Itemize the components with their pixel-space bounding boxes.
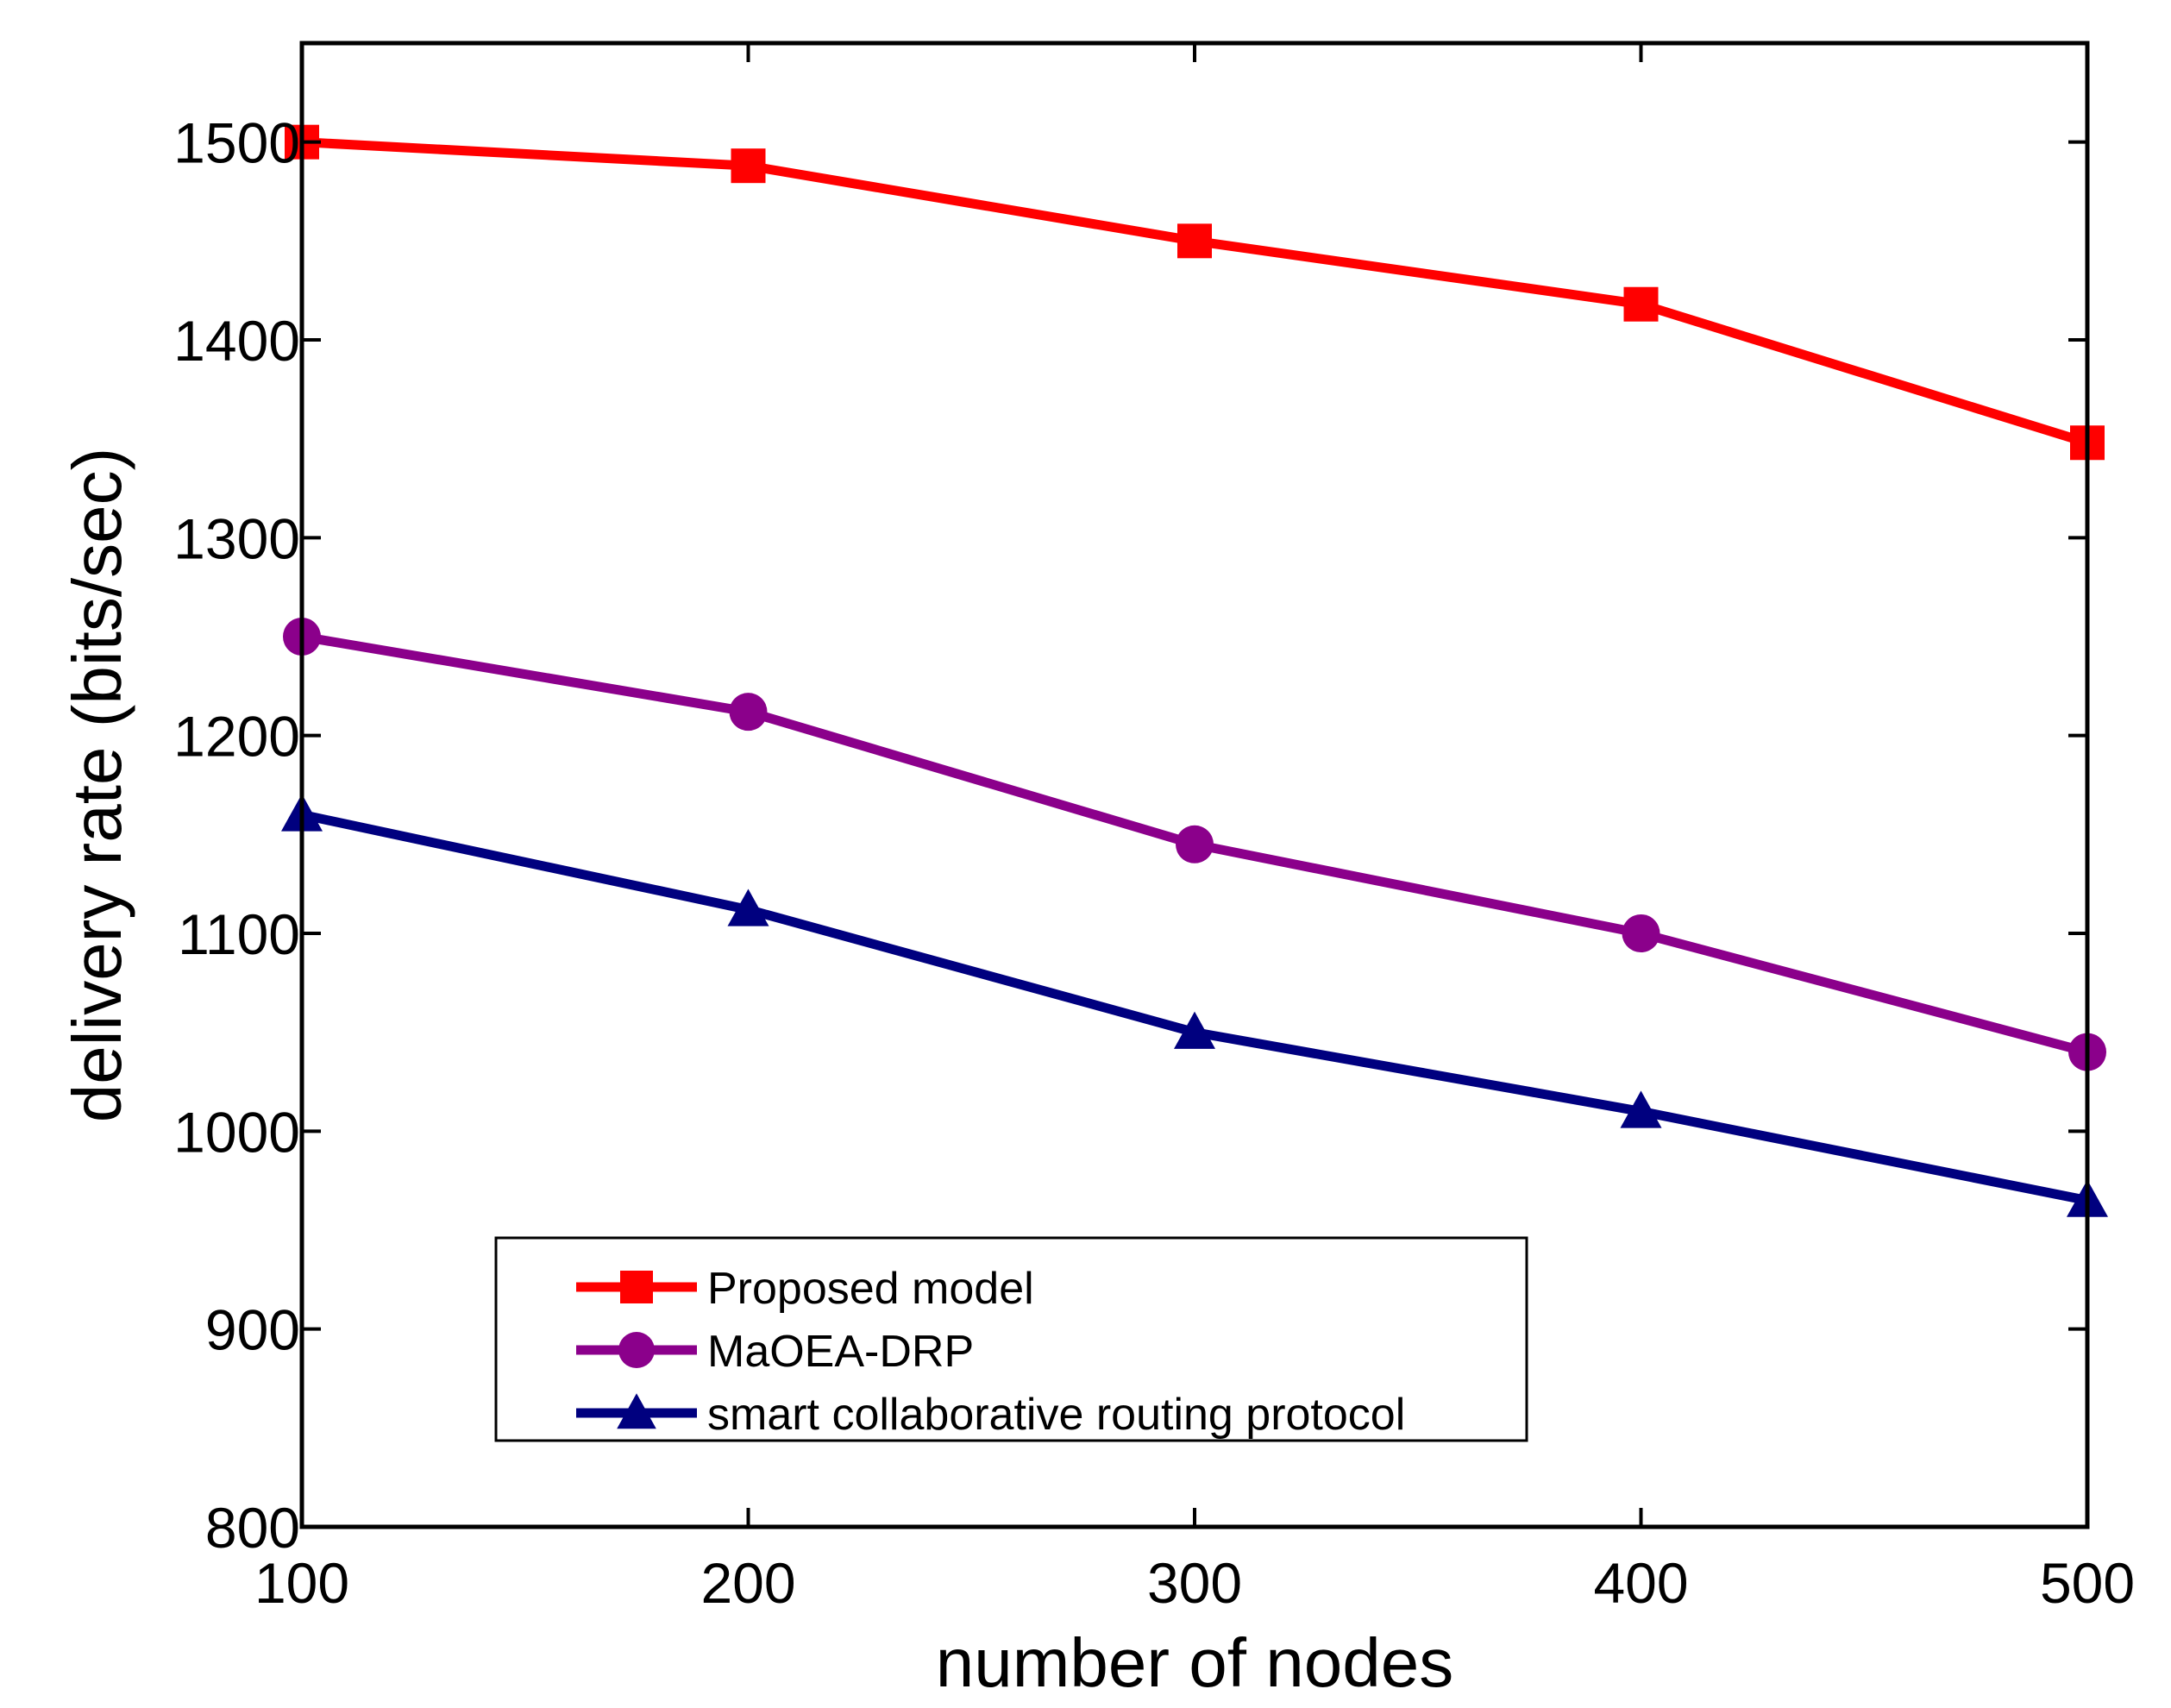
y-tick-label: 1200 <box>173 705 300 769</box>
legend: Proposed model MaOEA-DRP smart collaborati… <box>494 1236 1528 1442</box>
data-point-series-2 <box>727 889 769 926</box>
data-point-series-2 <box>1174 1011 1215 1049</box>
x-tick-label: 200 <box>700 1551 795 1615</box>
legend-box <box>494 1236 1528 1442</box>
legend-marker-1 <box>618 1332 655 1368</box>
x-axis-title: number of nodes <box>936 1624 1453 1701</box>
legend-marker-0 <box>620 1271 653 1303</box>
data-point-series-1 <box>1176 825 1214 863</box>
legend-marker-2 <box>617 1393 656 1429</box>
y-axis-title: delivery rate (bits/sec) <box>59 448 135 1122</box>
y-tick-label: 1300 <box>173 506 300 570</box>
data-point-series-1 <box>729 693 768 732</box>
axis-tick-labels: 100 200 300 400 500 800 900 1000 1100 1200 1300 140… <box>173 111 2135 1615</box>
legend-label-1: MaOEA-DRP <box>707 1327 974 1377</box>
y-tick-label: 1500 <box>173 111 300 175</box>
data-point-series-0 <box>1623 286 1659 322</box>
axis-ticks <box>300 43 2089 1529</box>
x-tick-label: 400 <box>1593 1551 1688 1615</box>
x-tick-label: 500 <box>2040 1551 2135 1615</box>
x-tick-label: 100 <box>254 1551 349 1615</box>
legend-label-0: Proposed model <box>707 1264 1034 1314</box>
data-point-series-0 <box>731 148 766 184</box>
y-tick-label: 900 <box>205 1298 300 1362</box>
y-tick-label: 1100 <box>178 902 300 966</box>
y-tick-label: 1000 <box>173 1100 300 1164</box>
data-point-series-0 <box>1177 223 1212 259</box>
data-point-series-1 <box>1622 914 1660 952</box>
data-point-series-2 <box>1620 1090 1662 1128</box>
y-tick-label: 800 <box>205 1496 300 1560</box>
x-tick-label: 300 <box>1147 1551 1242 1615</box>
legend-label-2: smart collaborative routing protocol <box>707 1390 1405 1440</box>
y-tick-label: 1400 <box>173 309 300 373</box>
